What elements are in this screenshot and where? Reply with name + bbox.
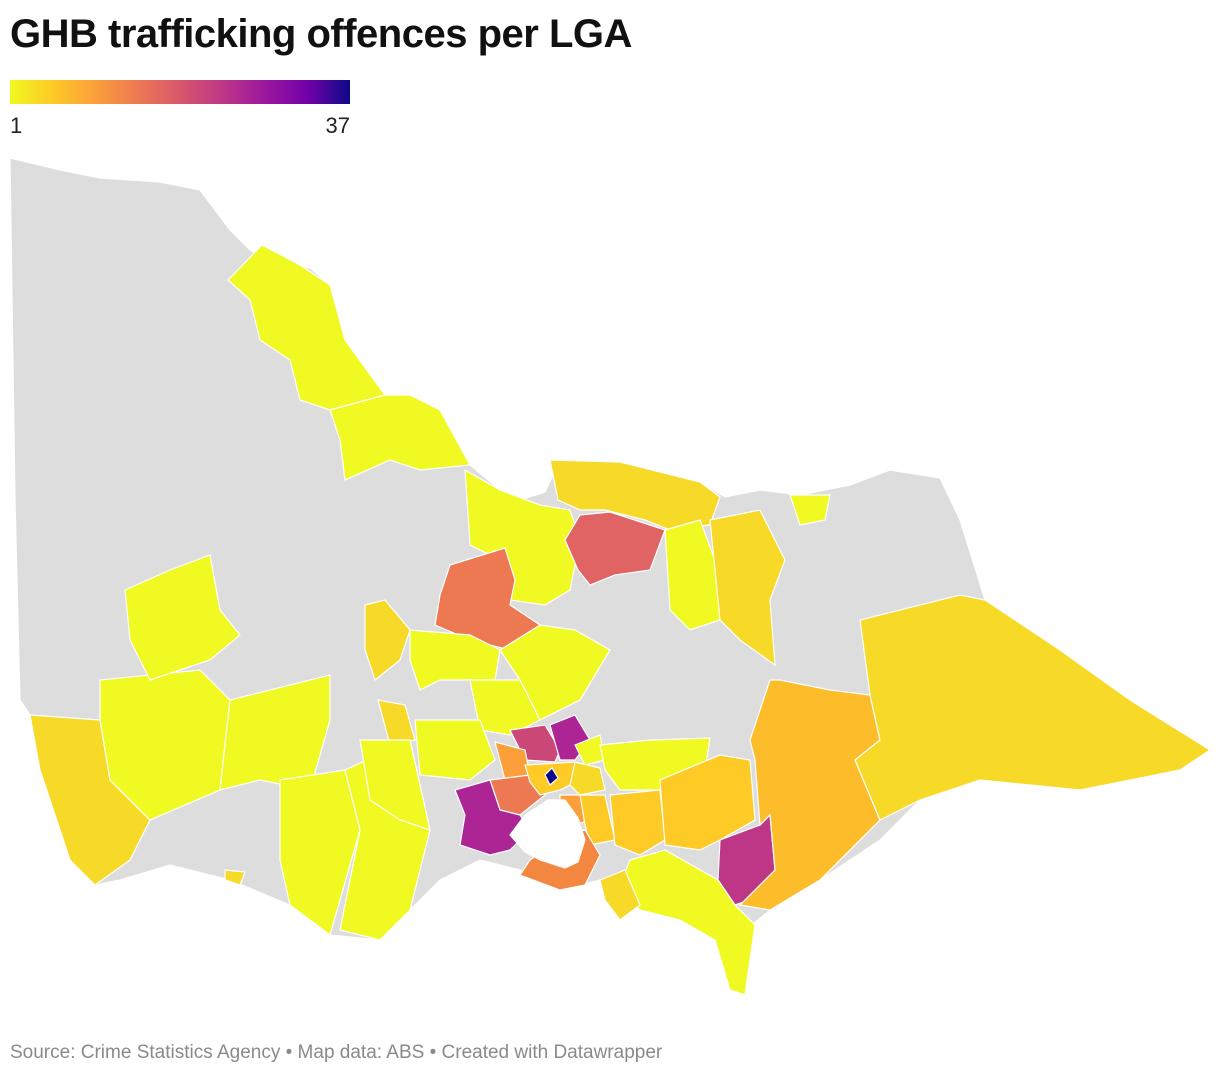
lga-casey	[579, 794, 616, 846]
footer-credits: Source: Crime Statistics Agency • Map da…	[10, 1042, 662, 1064]
legend-max-label: 37	[325, 113, 350, 138]
color-legend: 1 37	[10, 80, 350, 139]
lga-central-goldfields	[364, 599, 411, 682]
legend-gradient-bar	[10, 80, 350, 104]
lga-hepburn	[377, 699, 416, 746]
footer-source: Source: Crime Statistics Agency	[10, 1042, 281, 1063]
lga-moorabool	[414, 719, 496, 781]
footer-credit: Created with Datawrapper	[441, 1042, 663, 1063]
footer-map-data: Map data: ABS	[297, 1042, 425, 1063]
lga-wodonga	[789, 494, 831, 526]
lga-west-wimmera	[124, 554, 241, 681]
lga-swan-hill	[329, 394, 471, 481]
lga-warrnambool	[224, 869, 246, 886]
lga-mount-alexander	[409, 629, 501, 691]
lga-southern-grampians	[99, 669, 231, 821]
lga-baw-baw	[659, 754, 756, 851]
lga-greater-shepparton	[564, 511, 666, 586]
footer-separator-1: •	[280, 1042, 298, 1063]
victoria-lga-map	[9, 157, 1212, 996]
footer-separator-2: •	[424, 1042, 442, 1063]
lga-cardinia	[609, 789, 666, 856]
lga-bass-coast	[599, 869, 641, 921]
lga-wangaratta	[709, 509, 786, 667]
lga-golden-plains	[359, 739, 431, 831]
legend-min-label: 1	[10, 113, 23, 138]
lga-melbourne-cbd	[544, 767, 559, 786]
chart-title: GHB trafficking offences per LGA	[10, 12, 632, 56]
lga-wellington	[738, 679, 881, 911]
port-phillip-bay	[509, 799, 586, 869]
lga-inner-east	[569, 761, 606, 796]
lga-east-gippsland	[854, 594, 1212, 821]
